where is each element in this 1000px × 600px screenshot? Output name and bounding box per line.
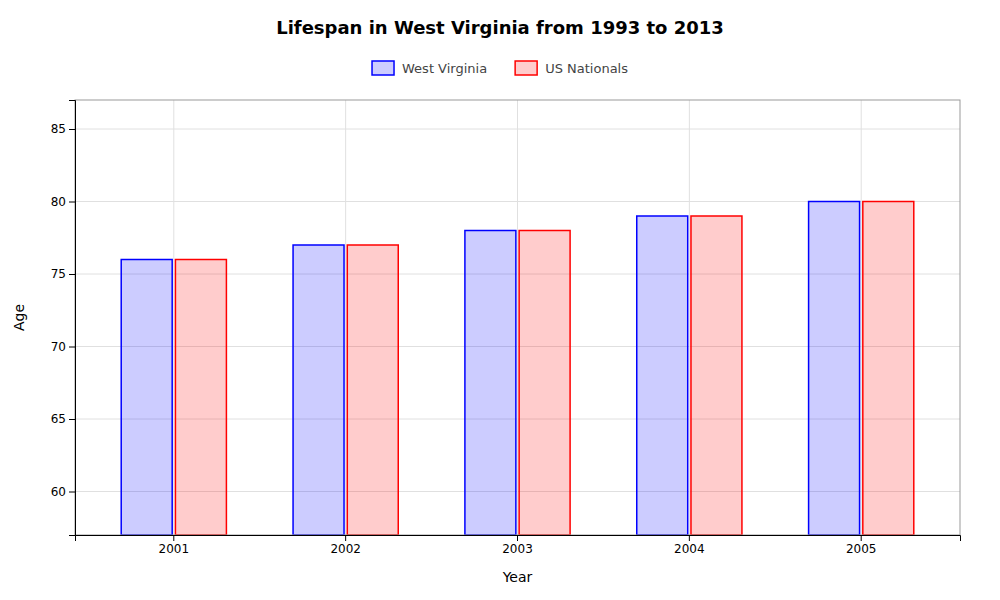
chart-title: Lifespan in West Virginia from 1993 to 2… [276,17,724,38]
tick-mark [689,535,690,541]
bar [863,202,914,536]
legend-swatch [372,61,394,75]
bars [121,202,914,536]
y-tick: 65 [51,412,75,426]
legend-label: West Virginia [402,61,487,76]
tick-label: 75 [51,267,66,281]
y-tick: 60 [51,485,75,499]
x-tick: 2005 [846,535,877,556]
tick-label: 2003 [502,542,533,556]
tick-mark [69,129,75,130]
x-tick: 2004 [674,535,705,556]
plot-frame [75,100,960,535]
grid-line [861,100,862,535]
bar [465,231,516,536]
legend-swatch [515,61,537,75]
bar [691,216,742,535]
bar [637,216,688,535]
tick-label: 2005 [846,542,877,556]
y-axis: 60 65 70 75 80 85 [51,101,76,536]
y-axis-title: Age [11,304,27,331]
bar [347,245,398,535]
legend-item: West Virginia [372,61,487,76]
y-tick: 85 [51,122,75,136]
bar-series [175,202,913,536]
x-tick: 2002 [330,535,361,556]
tick-label: 2002 [330,542,361,556]
tick-mark [69,202,75,203]
grid-line [173,100,174,535]
tick-mark [861,535,862,541]
chart-svg: 2001 2002 2003 2004 2005 60 65 70 75 80 85 Year Age L… [0,0,1000,600]
tick-mark [69,492,75,493]
x-axis: 2001 2002 2003 2004 2005 [76,535,961,556]
tick-mark [69,419,75,420]
y-tick: 80 [51,195,75,209]
tick-mark [69,274,75,275]
grid [75,100,960,535]
x-tick: 2003 [502,535,533,556]
grid-line [517,100,518,535]
legend-item: US Nationals [515,61,628,76]
tick-label: 70 [51,340,66,354]
legend: West Virginia US Nationals [372,61,628,76]
grid-line [345,100,346,535]
bar [809,202,860,536]
tick-label: 65 [51,412,66,426]
chart-container: 2001 2002 2003 2004 2005 60 65 70 75 80 85 Year Age L… [0,0,1000,600]
legend-label: US Nationals [545,61,628,76]
tick-mark [517,535,518,541]
tick-mark [173,535,174,541]
bar [121,260,172,536]
axis-line [69,101,76,536]
y-tick: 75 [51,267,75,281]
y-tick: 70 [51,340,75,354]
x-tick: 2001 [159,535,190,556]
bar [519,231,570,536]
tick-label: 2001 [159,542,190,556]
x-axis-title: Year [502,569,533,585]
tick-label: 80 [51,195,66,209]
axis-line [76,536,961,542]
bar [175,260,226,536]
tick-label: 85 [51,122,66,136]
tick-label: 2004 [674,542,705,556]
tick-mark [69,347,75,348]
bar-series [121,202,859,536]
bar [293,245,344,535]
tick-label: 60 [51,485,66,499]
grid-line [689,100,690,535]
tick-mark [345,535,346,541]
